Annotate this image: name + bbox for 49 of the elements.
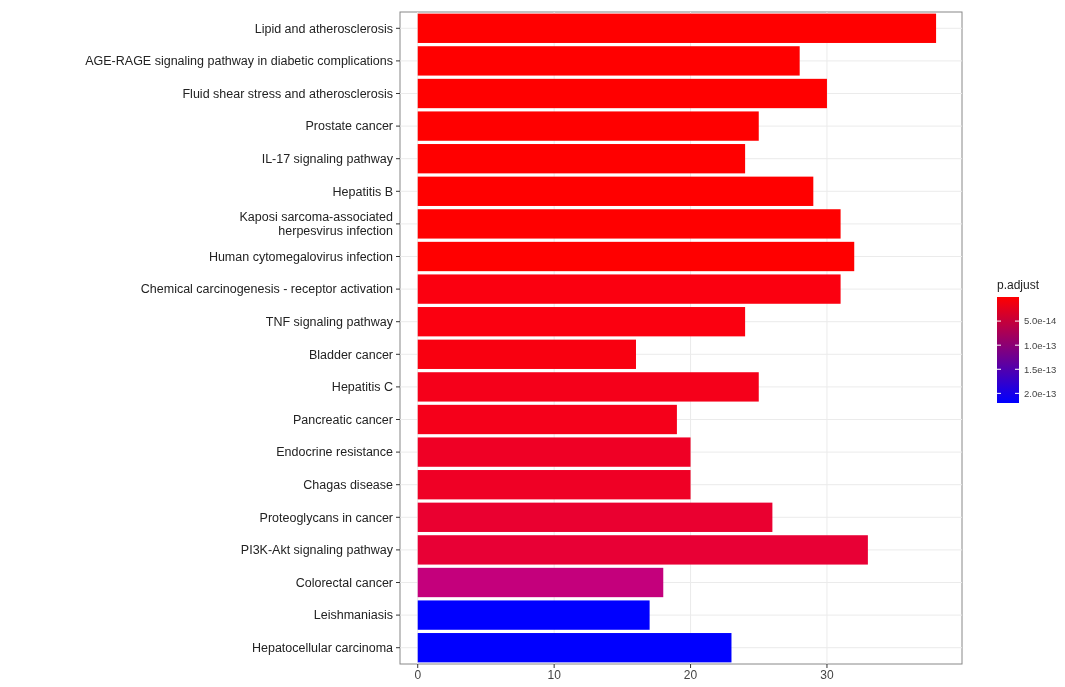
- y-tick-label: Bladder cancer: [308, 347, 393, 362]
- color-bar-label: 5.0e-14: [1024, 315, 1057, 327]
- y-tick-label: Chemical carcinogenesis - receptor activation: [140, 282, 394, 297]
- y-tick-label: Colorectal cancer: [295, 575, 393, 590]
- bar: [417, 176, 814, 206]
- bar: [417, 274, 841, 304]
- bar: [417, 470, 691, 500]
- bar: [417, 567, 664, 598]
- y-tick-label: Leishmaniasis: [313, 608, 393, 623]
- color-bar-label: 1.5e-13: [1024, 363, 1057, 375]
- y-tick-label: Proteoglycans in cancer: [259, 510, 393, 525]
- y-tick-label: Hepatitis B: [332, 184, 393, 199]
- y-tick-label: TNF signaling pathway: [265, 315, 394, 330]
- y-tick-label: IL-17 signaling pathway: [261, 152, 394, 167]
- bar: [417, 600, 650, 630]
- x-tick-label: 30: [820, 668, 834, 682]
- bar: [417, 46, 800, 76]
- x-tick-label: 20: [683, 668, 698, 682]
- bar: [417, 535, 868, 565]
- bar: [417, 339, 636, 369]
- y-tick-label: Hepatocellular carcinoma: [251, 641, 394, 656]
- bar: [417, 633, 732, 663]
- y-tick-label: PI3K-Akt signaling pathway: [240, 543, 394, 558]
- y-tick-label: Fluid shear stress and atherosclerosis: [182, 86, 393, 101]
- bar: [417, 404, 677, 435]
- x-tick-label: 10: [547, 668, 562, 682]
- color-bar-label: 1.0e-13: [1024, 339, 1057, 351]
- bar: [417, 78, 827, 109]
- bar: [417, 307, 746, 337]
- y-tick-label: Human cytomegalovirus infection: [208, 249, 394, 264]
- bar: [417, 144, 746, 174]
- color-bar-label: 2.0e-13: [1024, 387, 1057, 399]
- color-bar-title: p.adjust: [997, 278, 1040, 292]
- y-tick-label: Lipid and atherosclerosis: [254, 21, 393, 36]
- y-tick-label: Endocrine resistance: [276, 445, 394, 460]
- y-tick-label: Hepatitis C: [331, 380, 393, 395]
- y-tick-label: Pancreatic cancer: [292, 412, 393, 427]
- y-tick-label: Kaposi sarcoma-associated herpesvirus infection: [239, 210, 394, 239]
- bar: [417, 502, 773, 532]
- y-tick-label: Chagas disease: [303, 478, 394, 493]
- bar: [417, 372, 759, 402]
- bar: [417, 209, 841, 239]
- bar: [417, 13, 937, 43]
- y-tick-label: AGE-RAGE signaling pathway in diabetic complications: [85, 54, 393, 69]
- x-tick-label: 0: [414, 668, 422, 682]
- bar: [417, 241, 855, 272]
- bar: [417, 111, 759, 141]
- y-tick-label: Prostate cancer: [305, 119, 393, 134]
- bar: [417, 437, 691, 467]
